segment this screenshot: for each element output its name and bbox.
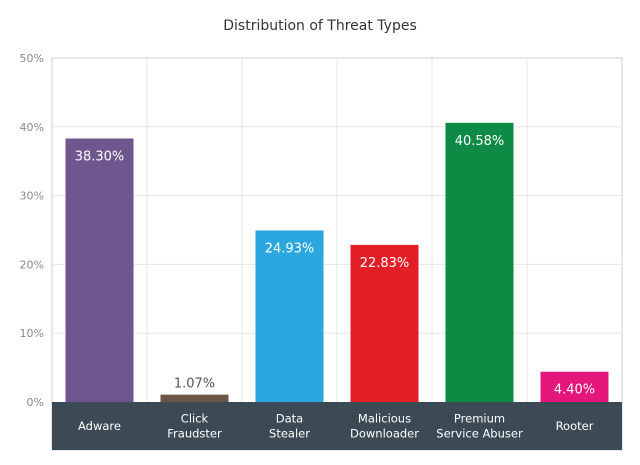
data-label: 40.58%	[455, 134, 505, 149]
bar	[445, 122, 514, 402]
y-tick-label: 10%	[20, 327, 44, 340]
x-tick-label: Rooter	[556, 419, 594, 433]
bar	[350, 244, 419, 402]
bars: 38.30% 1.07% 24.93% 22.83% 40.58% 4.40%	[65, 122, 609, 402]
x-tick-label: Premium	[454, 412, 505, 426]
y-tick-label: 50%	[20, 52, 44, 65]
chart-title: Distribution of Threat Types	[223, 18, 417, 34]
grid-lines	[52, 58, 622, 402]
x-tick-label: Fraudster	[167, 427, 222, 441]
bar	[540, 371, 609, 402]
bar	[160, 394, 229, 402]
data-label: 22.83%	[360, 256, 410, 271]
data-label: 4.40%	[554, 383, 595, 398]
x-tick-label: Data	[276, 412, 303, 426]
x-tick-label: Click	[181, 412, 209, 426]
data-label: 24.93%	[265, 241, 315, 256]
data-label: 1.07%	[174, 377, 215, 392]
bar	[65, 138, 134, 402]
y-axis: 0% 10% 20% 30% 40% 50%	[20, 52, 44, 409]
x-tick-label: Malicious	[358, 412, 411, 426]
bar	[255, 230, 324, 402]
y-tick-label: 40%	[20, 121, 44, 134]
y-tick-label: 30%	[20, 190, 44, 203]
x-tick-label: Adware	[78, 419, 121, 433]
x-tick-label: Downloader	[350, 427, 419, 441]
y-tick-label: 0%	[27, 396, 44, 409]
x-tick-label: Stealer	[269, 427, 310, 441]
data-label: 38.30%	[75, 149, 125, 164]
x-axis-band	[52, 402, 622, 450]
y-tick-label: 20%	[20, 258, 44, 271]
x-tick-label: Service Abuser	[436, 427, 523, 441]
